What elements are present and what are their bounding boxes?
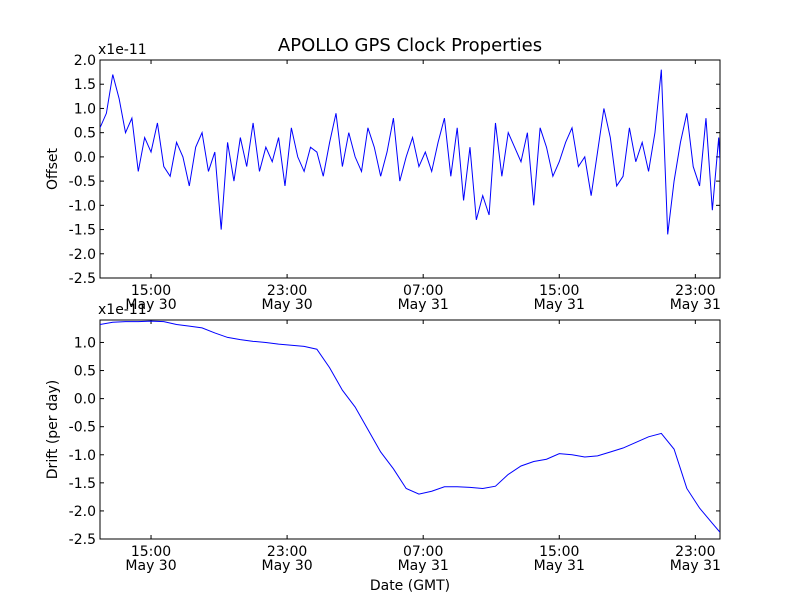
x-tick-date-label: May 31 <box>534 558 585 574</box>
chart-title: APOLLO GPS Clock Properties <box>278 35 542 56</box>
x-tick-time-label: 15:00 <box>131 283 171 299</box>
y-tick-label: -1.5 <box>69 476 96 492</box>
x-tick-time-label: 07:00 <box>403 283 443 299</box>
y-tick-label: -0.5 <box>69 420 96 436</box>
y-tick-label: 1.5 <box>74 77 96 93</box>
x-tick-date-label: May 31 <box>534 297 585 313</box>
y-axis-label: Offset <box>45 147 61 190</box>
y-tick-label: -1.5 <box>69 223 96 239</box>
x-tick-date-label: May 30 <box>261 297 312 313</box>
x-tick-time-label: 23:00 <box>267 283 307 299</box>
y-tick-label: -1.0 <box>69 448 96 464</box>
y-tick-label: 1.0 <box>74 335 96 351</box>
x-tick-time-label: 15:00 <box>131 544 171 560</box>
x-tick-date-label: May 30 <box>261 558 312 574</box>
drift-series-line <box>100 320 720 533</box>
offset-panel: -2.5 -2.0 -1.5 -1.0 -0.5 0.0 0.5 1.0 1.5 2.0 15:00… <box>45 42 721 313</box>
y-tick-label: -2.0 <box>69 504 96 520</box>
y-tick-label: -1.0 <box>69 198 96 214</box>
y-tick-label: 2.0 <box>74 53 96 69</box>
y-tick-label: 0.5 <box>74 364 96 380</box>
y-tick-label: -2.0 <box>69 247 96 263</box>
x-tick-time-label: 23:00 <box>675 544 715 560</box>
x-tick-time-label: 23:00 <box>675 283 715 299</box>
y-tick-label: 0.5 <box>74 126 96 142</box>
x-tick-date-label: May 31 <box>670 558 721 574</box>
axes-frame <box>99 59 721 279</box>
x-tick-date-label: May 31 <box>398 297 449 313</box>
x-tick-date-label: May 30 <box>125 558 176 574</box>
x-tick-date-label: May 30 <box>125 297 176 313</box>
x-axis-label: Date (GMT) <box>370 578 450 594</box>
x-tick-time-label: 07:00 <box>403 544 443 560</box>
axes-frame <box>99 319 721 540</box>
y-tick-label: -0.5 <box>69 174 96 190</box>
y-tick-label: 0.0 <box>74 150 96 166</box>
y-axis-label: Drift (per day) <box>45 380 61 479</box>
y-tick-label: 1.0 <box>74 101 96 117</box>
x-tick-time-label: 15:00 <box>539 283 579 299</box>
y-tick-label: -2.5 <box>69 532 96 548</box>
x-tick-time-label: 15:00 <box>539 544 579 560</box>
y-scale-label: x1e-11 <box>98 42 147 58</box>
y-tick-label: -2.5 <box>69 271 96 287</box>
x-tick-date-label: May 31 <box>670 297 721 313</box>
offset-series-line <box>100 69 720 235</box>
y-scale-label: x1e-11 <box>98 302 147 318</box>
x-tick-time-label: 23:00 <box>267 544 307 560</box>
y-tick-label: 0.0 <box>74 392 96 408</box>
x-tick-date-label: May 31 <box>398 558 449 574</box>
